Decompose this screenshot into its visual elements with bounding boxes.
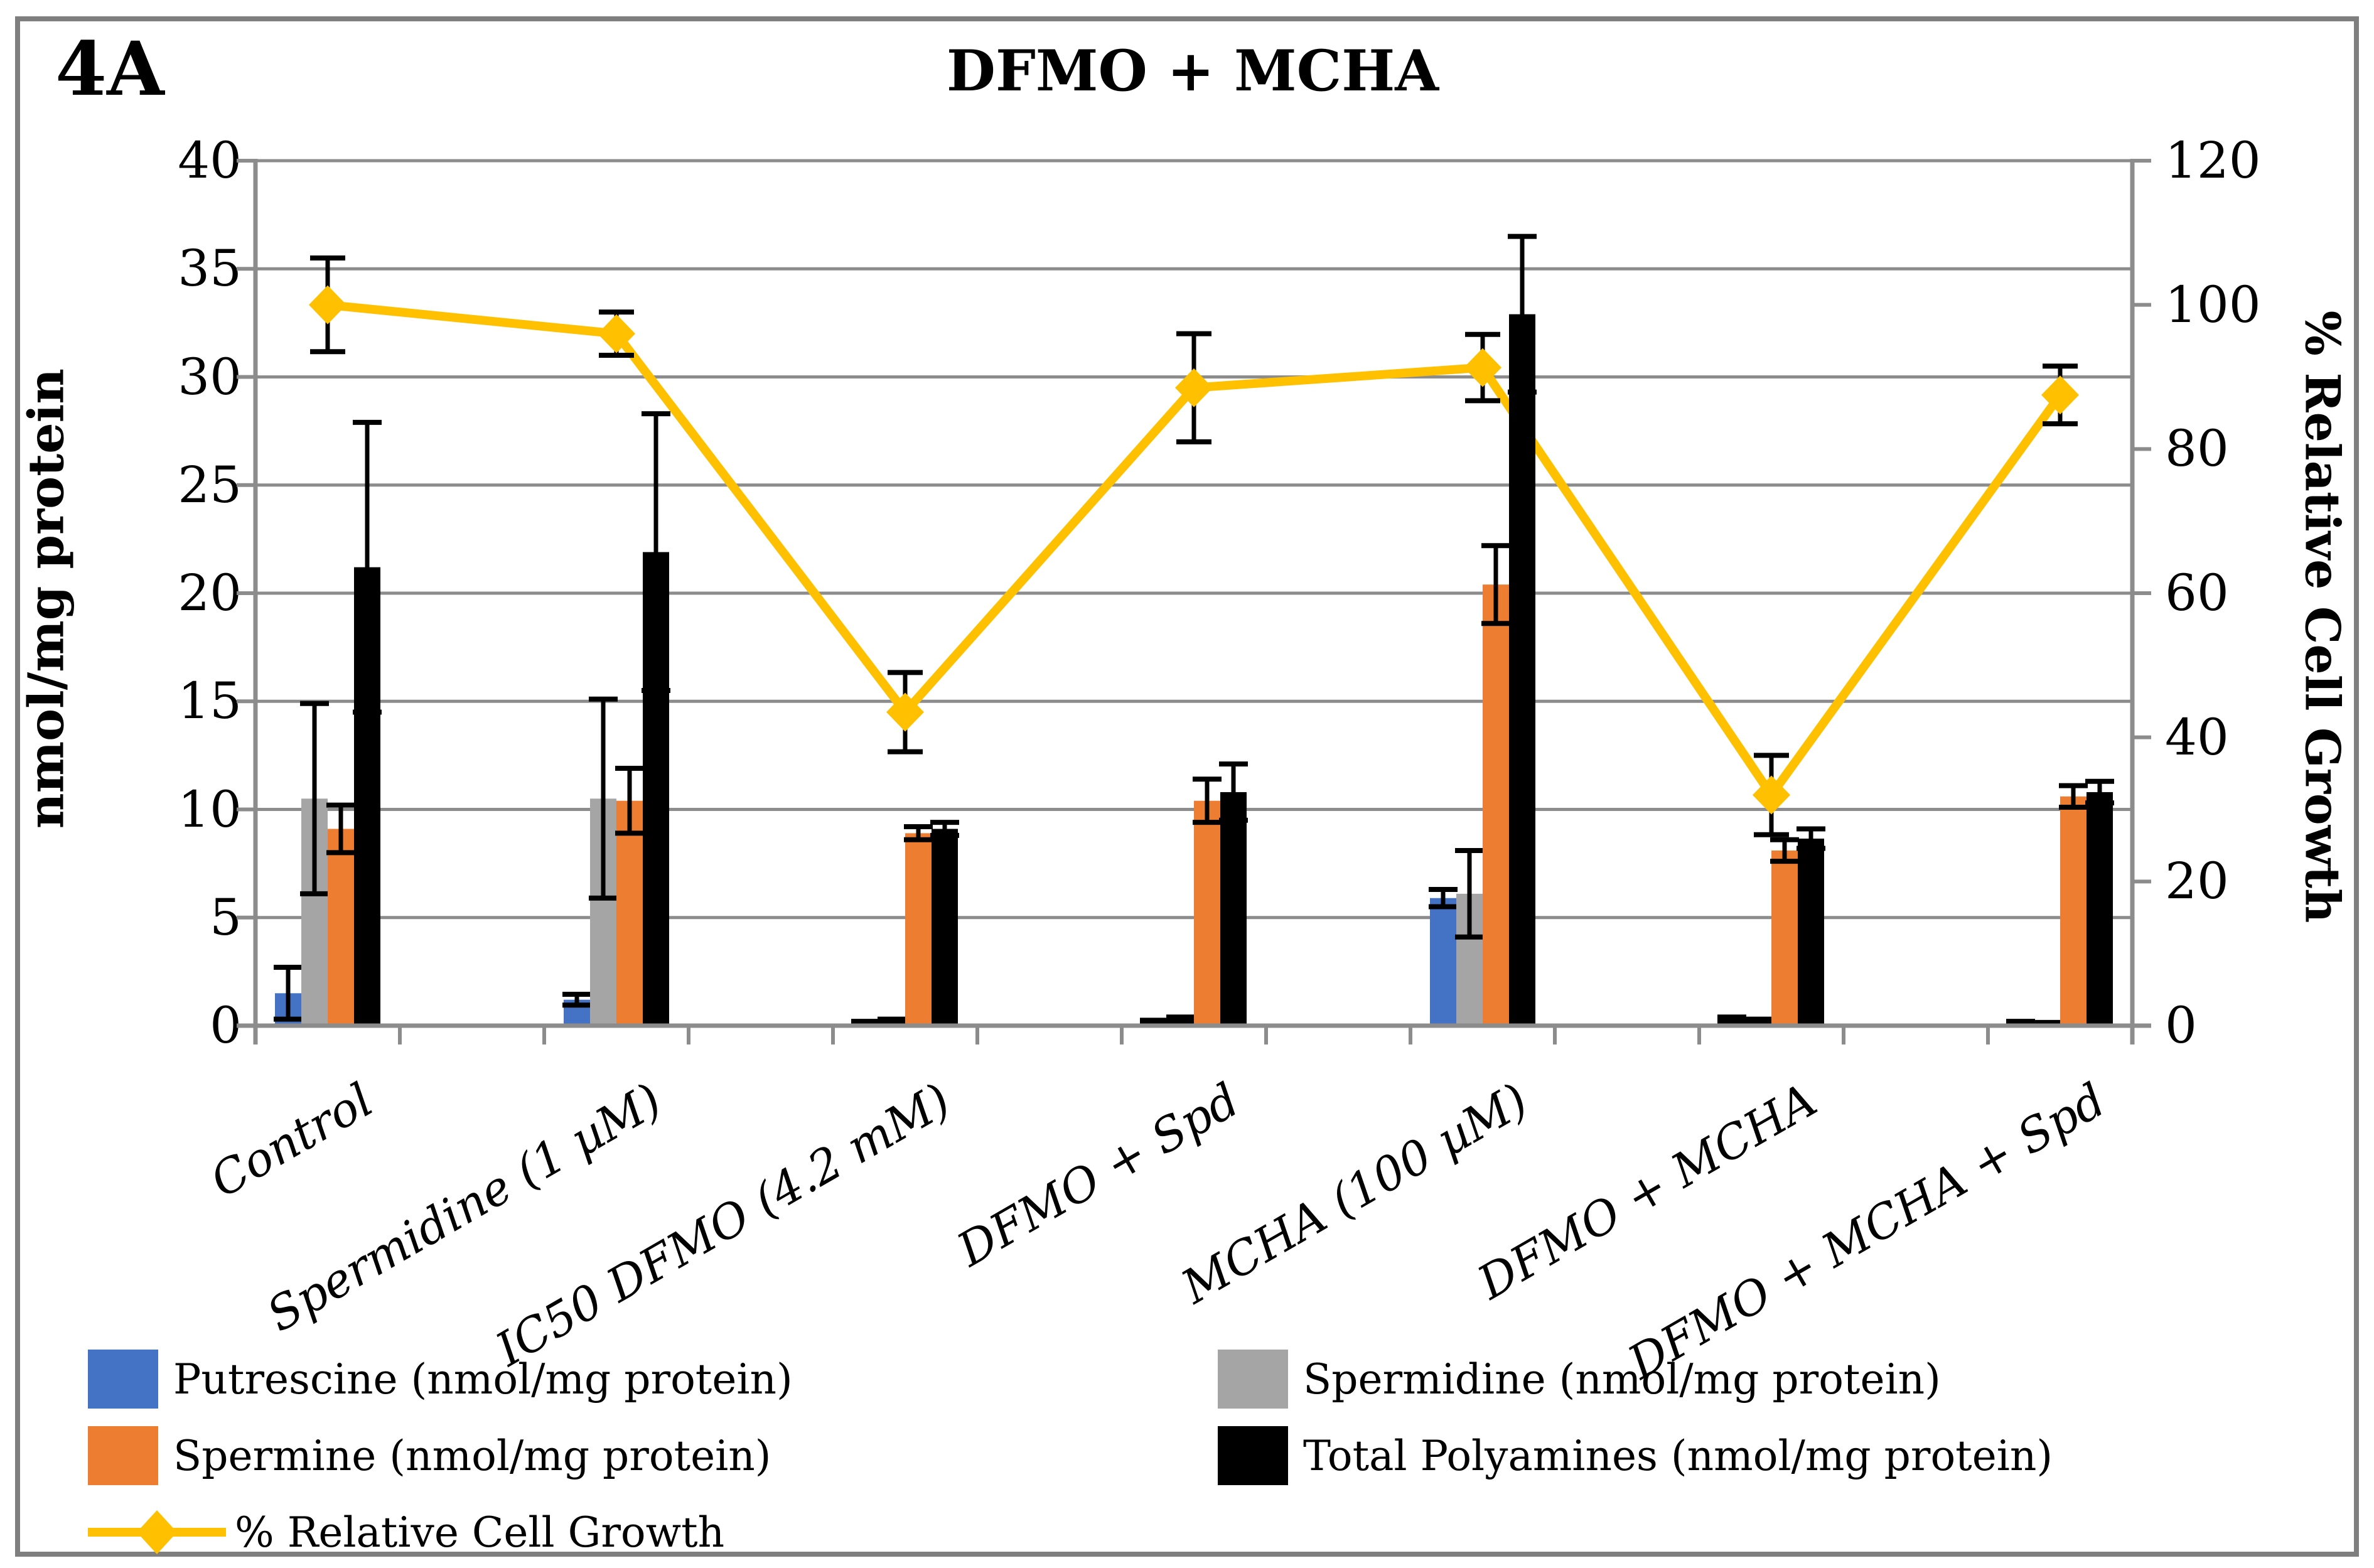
left-tick-label-5: 5 [210, 888, 242, 947]
right-tick-label-120: 120 [2165, 131, 2261, 190]
bar-spermine-0 [328, 829, 354, 1026]
growth-marker-diamond-4 [1464, 348, 1501, 387]
left-tick-label-20: 20 [178, 564, 242, 622]
growth-marker-diamond-2 [886, 692, 924, 732]
legend-swatch-icon [88, 1426, 158, 1485]
right-tick-label-0: 0 [2165, 996, 2197, 1055]
legend-label: Spermidine (nmol/mg protein) [1303, 1355, 1941, 1404]
bar-total-5 [1798, 839, 1824, 1026]
legend-label: Putrescine (nmol/mg protein) [173, 1355, 793, 1404]
right-tick-label-40: 40 [2165, 707, 2229, 766]
legend-swatch-icon [88, 1350, 158, 1409]
chart-title: DFMO + MCHA [946, 38, 1439, 104]
bar-spermine-4 [1483, 584, 1509, 1026]
legend-item-4: % Relative Cell Growth [88, 1503, 724, 1562]
figure-border [15, 16, 2359, 1557]
legend-item-0: Putrescine (nmol/mg protein) [88, 1350, 793, 1409]
bar-total-4 [1509, 314, 1535, 1026]
left-tick-label-35: 35 [178, 239, 242, 298]
bar-total-3 [1220, 792, 1247, 1026]
bar-spermine-2 [905, 833, 932, 1026]
right-tick-label-100: 100 [2165, 275, 2261, 334]
left-tick-label-0: 0 [210, 996, 242, 1055]
growth-marker-diamond-5 [1753, 775, 1790, 815]
right-tick-label-60: 60 [2165, 564, 2229, 622]
legend-swatch-icon [1218, 1426, 1288, 1485]
legend-item-3: Total Polyamines (nmol/mg protein) [1218, 1426, 2053, 1485]
left-tick-label-25: 25 [178, 455, 242, 514]
bar-total-6 [2087, 792, 2113, 1026]
left-tick-label-10: 10 [178, 780, 242, 839]
bar-putrescine-4 [1430, 898, 1456, 1026]
figure-panel-label: 4A [55, 25, 164, 112]
legend-label: Total Polyamines (nmol/mg protein) [1303, 1431, 2053, 1480]
bar-spermine-3 [1194, 800, 1220, 1026]
right-tick-label-20: 20 [2165, 852, 2229, 911]
bar-total-2 [932, 829, 958, 1026]
legend-item-2: Spermine (nmol/mg protein) [88, 1426, 771, 1485]
legend-swatch-icon [1218, 1350, 1288, 1409]
legend-item-1: Spermidine (nmol/mg protein) [1218, 1350, 1941, 1409]
legend-label: Spermine (nmol/mg protein) [173, 1431, 771, 1480]
bar-spermine-1 [616, 800, 643, 1026]
bar-spermine-6 [2060, 796, 2087, 1026]
growth-marker-diamond-1 [598, 314, 635, 353]
left-tick-label-40: 40 [178, 131, 242, 190]
growth-marker-diamond-0 [309, 285, 346, 325]
growth-marker-diamond-3 [1175, 368, 1213, 407]
left-tick-label-15: 15 [178, 672, 242, 731]
growth-marker-diamond-6 [2041, 375, 2079, 415]
left-tick-label-30: 30 [178, 347, 242, 406]
right-tick-label-80: 80 [2165, 419, 2229, 478]
legend-line-diamond-icon [88, 1503, 226, 1562]
legend-label: % Relative Cell Growth [235, 1508, 725, 1557]
bar-spermine-5 [1771, 850, 1798, 1026]
